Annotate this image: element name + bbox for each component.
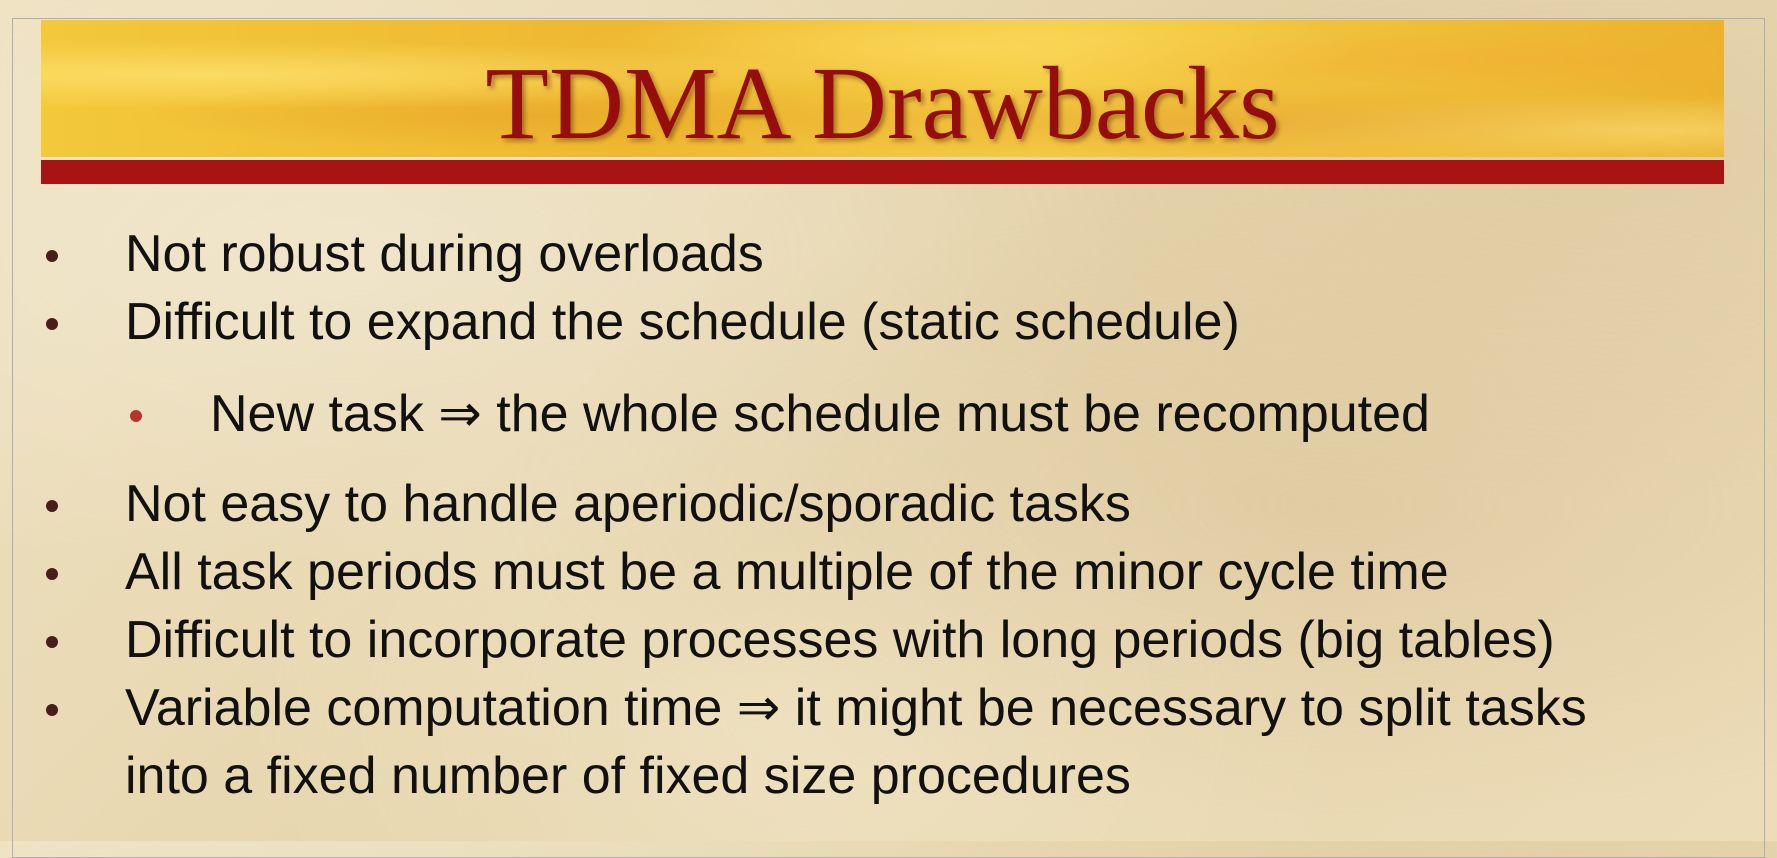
slide-title: TDMA Drawbacks [485, 46, 1280, 161]
title-banner: TDMA Drawbacks [41, 20, 1724, 157]
bullet-text: Difficult to expand the schedule (static… [125, 293, 1240, 351]
sub-bullet-text: New task ⇒ the whole schedule must be re… [210, 385, 1430, 443]
sub-bullet-dot-icon [130, 410, 142, 422]
bullet-text-continuation: into a fixed number of fixed size proced… [125, 747, 1131, 805]
title-underline-bar [41, 160, 1724, 184]
bullet-dot-icon [46, 250, 58, 262]
bullet-dot-icon [46, 500, 58, 512]
bullet-dot-icon [46, 568, 58, 580]
bullet-text: Not robust during overloads [125, 225, 764, 283]
bullet-text: Not easy to handle aperiodic/sporadic ta… [125, 475, 1131, 533]
bullet-text: Difficult to incorporate processes with … [125, 611, 1555, 669]
bullet-dot-icon [46, 318, 58, 330]
bullet-text: All task periods must be a multiple of t… [125, 543, 1449, 601]
bullet-dot-icon [46, 636, 58, 648]
bullet-text: Variable computation time ⇒ it might be … [125, 679, 1587, 737]
bullet-dot-icon [46, 704, 58, 716]
